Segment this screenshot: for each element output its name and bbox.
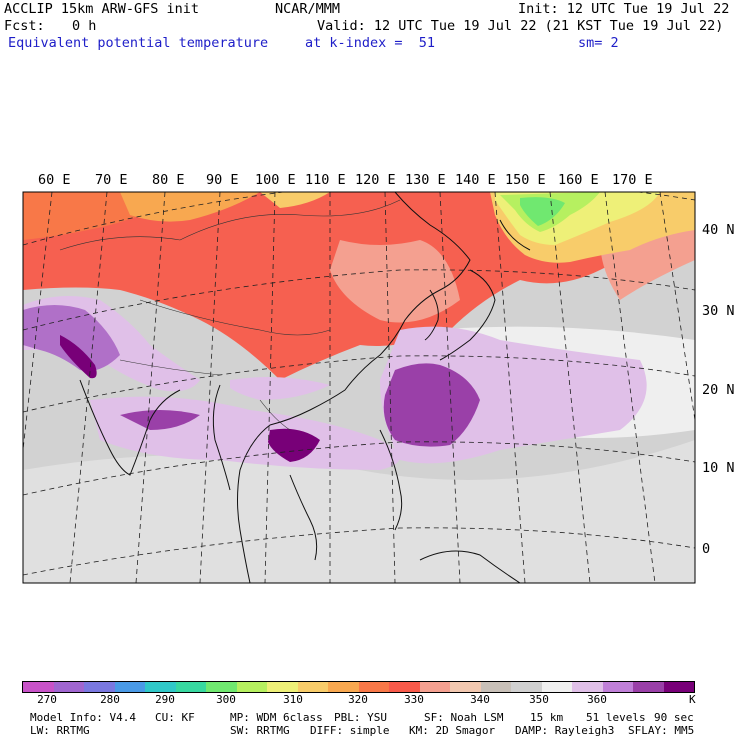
colorbar-swatch [419,682,450,692]
colorbar-swatch [145,682,176,692]
lon-label: 90 E [206,172,239,188]
tropical-band [23,440,695,583]
valid-time: Valid: 12 UTC Tue 19 Jul 22 (21 KST Tue … [317,18,724,34]
lavender-indochina [230,376,330,400]
purple-pacific [383,363,480,447]
footer-lw: LW: RRTMG [30,724,90,737]
colorbar-swatch [84,682,115,692]
colorbar-tick-label: 350 [529,693,549,706]
darkpurple-india [60,335,97,379]
fcst-value: 0 h [72,18,97,34]
lon-label: 150 E [505,172,546,188]
colorbar-swatch [602,682,633,692]
lat-label: 30 N [702,303,735,319]
colorbar-tick-label: 280 [100,693,120,706]
lon-label: 60 E [38,172,71,188]
lon-label: 170 E [612,172,653,188]
footer-sflay: SFLAY: MM5 [628,724,695,737]
lat-label: 20 N [702,382,735,398]
colorbar-swatch [297,682,328,692]
colorbar-tick-label: 310 [283,693,303,706]
lon-label: 100 E [255,172,296,188]
colorbar-unit: K [689,693,696,706]
colorbar-swatch [358,682,389,692]
lat-label: 40 N [702,222,735,238]
smoothing: sm= 2 [578,35,619,51]
borders [59,199,401,431]
footer-sf: SF: Noah LSM [424,711,504,724]
footer-resolution: 15 km [530,711,564,724]
colorbar-swatch [480,682,511,692]
cool-green-zone [520,197,565,226]
lon-label: 130 E [405,172,446,188]
footer-damp: DAMP: Rayleigh3 [515,724,615,737]
colorbar-swatch [450,682,481,692]
lon-label: 120 E [355,172,396,188]
purple-india [23,305,120,371]
footer-pbl: PBL: YSU [334,711,387,724]
colorbar-swatch [267,682,298,692]
colorbar-swatch [633,682,664,692]
colorbar-swatch [53,682,84,692]
colorbar-swatch [389,682,420,692]
darkpurple-scs [268,428,320,462]
colorbar-swatch [236,682,267,692]
colorbar-tick-label: 300 [216,693,236,706]
model-title: ACCLIP 15km ARW-GFS init [4,1,200,17]
lat-label: 10 N [702,460,735,476]
colorbar-swatch [114,682,145,692]
colorbar-tick-label: 360 [587,693,607,706]
footer-sw: SW: RRTMG [230,724,290,737]
colorbar-tick-label: 330 [404,693,424,706]
salmon-patch-china [330,240,460,323]
colorbar-swatch [572,682,603,692]
footer-km: KM: 2D Smagor [409,724,496,737]
center-label: NCAR/MMM [275,1,341,17]
footer-diff: DIFF: simple [310,724,390,737]
colorbar-swatch [511,682,542,692]
colorbar-tick-label: 270 [37,693,57,706]
coastlines [79,192,531,583]
footer-mp: MP: WDM 6class [230,711,323,724]
colorbar-tick-label: 340 [470,693,490,706]
lon-label: 80 E [152,172,185,188]
footer-levels: 51 levels [586,711,646,724]
init-time: Init: 12 UTC Tue 19 Jul 22 [518,1,730,17]
yellow-patch [260,192,330,208]
graticule [23,192,695,583]
lon-label: 70 E [95,172,128,188]
lon-label: 160 E [558,172,599,188]
map-frame [22,191,696,584]
colorbar-swatch [328,682,359,692]
colorbar-tick-label: 290 [155,693,175,706]
colorbar-tick-label: 320 [348,693,368,706]
purple-bay [120,410,200,430]
colorbar-swatch [23,682,54,692]
lon-label: 110 E [305,172,346,188]
footer-model-info: Model Info: V4.4 [30,711,136,724]
footer-cu: CU: KF [155,711,195,724]
colorbar-swatch [175,682,206,692]
lon-label: 140 E [455,172,496,188]
colorbar-swatch [663,682,694,692]
lat-label: 0 [702,541,711,557]
colorbar-swatch [206,682,237,692]
field-name: Equivalent potential temperature [8,35,269,51]
footer-timestep: 90 sec [654,711,694,724]
colorbar-swatch [541,682,572,692]
colorbar [22,681,695,693]
level-index: at k-index = 51 [305,35,436,51]
fcst-label: Fcst: [4,18,45,34]
